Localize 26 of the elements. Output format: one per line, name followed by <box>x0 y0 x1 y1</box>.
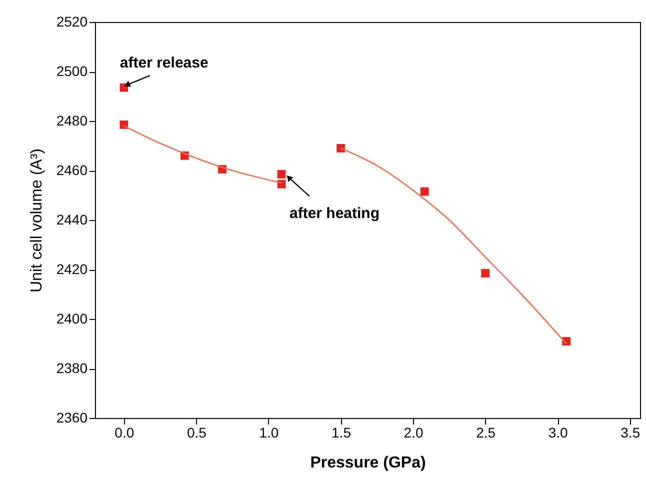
x-tick-label: 0.5 <box>186 424 207 440</box>
y-tick-label: 2480 <box>56 112 88 128</box>
y-tick-label: 2360 <box>56 410 88 426</box>
x-tick-label: 1.5 <box>332 424 352 440</box>
point <box>120 120 128 129</box>
x-tick-label: 0.0 <box>114 424 134 440</box>
x-tick-label: 2.0 <box>404 424 424 440</box>
y-tick-label: 2420 <box>56 261 88 277</box>
x-tick-label: 2.5 <box>476 424 496 440</box>
point <box>277 170 286 178</box>
y-tick-label: 2400 <box>56 310 88 326</box>
x-tick-label: 3.5 <box>620 424 640 440</box>
x-tick-label: 1.0 <box>259 424 279 440</box>
y-tick-label: 2380 <box>56 360 88 376</box>
point <box>420 187 429 196</box>
y-axis-title: Unit cell volume (A³) <box>28 148 46 293</box>
point <box>481 269 490 278</box>
y-tick-label: 2460 <box>56 162 88 178</box>
annotation: after heating <box>289 205 380 222</box>
x-tick-label: 3.0 <box>548 424 568 440</box>
x-axis-title: Pressure (GPa) <box>310 454 426 472</box>
point <box>336 144 345 152</box>
y-tick-label: 2440 <box>56 212 88 228</box>
annotation: after release <box>120 54 208 72</box>
y-tick-label: 2500 <box>56 63 88 79</box>
y-tick-label: 2520 <box>56 14 88 30</box>
